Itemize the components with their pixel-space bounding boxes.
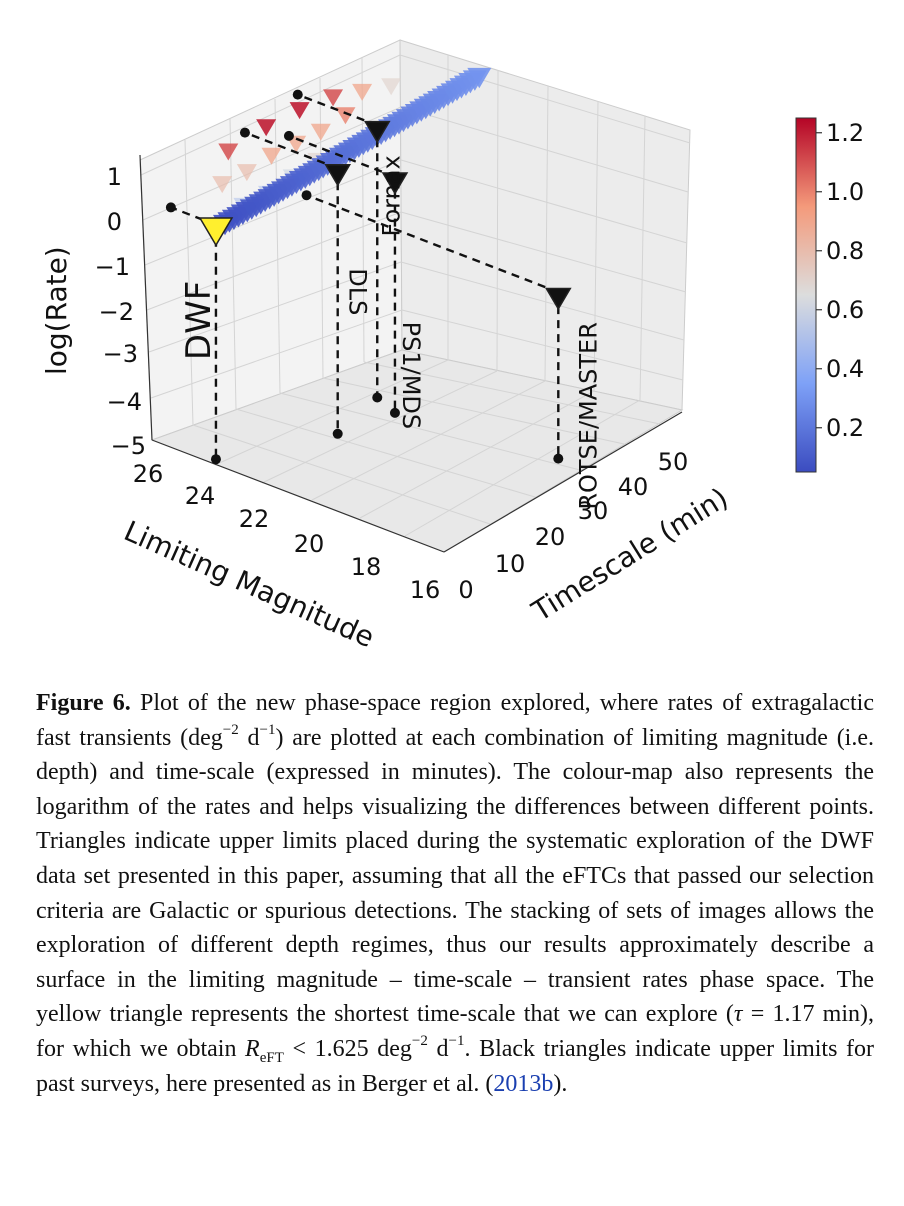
x-axis-label: Limiting Magnitude [119, 514, 379, 654]
colorbar-tick-label: 0.8 [826, 237, 864, 265]
survey-marker-dwf [198, 217, 234, 247]
survey-floor-point [389, 407, 400, 418]
colorbar: 1.2 1.0 0.8 0.6 0.4 0.2 [795, 117, 864, 473]
survey-marker-rotse-master [544, 287, 572, 311]
dwf-limit-marker [381, 78, 402, 96]
survey-label: Fornax [377, 155, 405, 236]
colorbar-tick-label: 0.2 [826, 414, 864, 442]
x-tick-label: 22 [239, 505, 270, 533]
caption-exp: −2 [411, 1032, 428, 1049]
z-tick-label: −5 [111, 432, 146, 460]
survey-markers: DWF DLS PS1/MDS Fornax ROTSE/MASTER [165, 89, 602, 510]
caption-exp: −2 [222, 721, 239, 738]
survey-label: DWF [179, 281, 219, 360]
y-tick-label: 20 [535, 523, 566, 551]
dwf-ribbon [204, 67, 492, 241]
colorbar-tick-label: 1.0 [826, 178, 864, 206]
x-tick-labels: 26 24 22 20 18 16 [133, 460, 441, 604]
caption-text: d [238, 724, 260, 751]
colorbar-tick-label: 0.4 [826, 355, 864, 383]
caption-text: . Black triangles indicate upper limits … [36, 1035, 874, 1097]
dwf-limit-marker [289, 102, 310, 120]
dwf-limit-marker [335, 107, 356, 125]
y-tick-label: 10 [495, 550, 526, 578]
caption-exp: −1 [259, 721, 276, 738]
survey-label: PS1/MDS [397, 322, 425, 429]
dwf-limit-marker [212, 176, 233, 194]
dwf-limit-marker [236, 164, 257, 182]
survey-wall-line [297, 93, 378, 127]
dwf-limit-marker [310, 123, 331, 141]
rate-symbol: R [245, 1035, 260, 1062]
colorbar-tick-label: 1.2 [826, 119, 864, 147]
survey-label: DLS [344, 268, 372, 315]
z-tick-labels: 1 0 −1 −2 −3 −4 −5 [95, 163, 146, 460]
z-tick-label: 1 [107, 163, 122, 191]
phase-space-figure: 1 0 −1 −2 −3 −4 −5 log(Rate) 26 24 22 20… [40, 39, 864, 654]
x-tick-label: 16 [410, 576, 441, 604]
rate-subscript: eFT [259, 1049, 284, 1066]
caption-exp: −1 [448, 1032, 465, 1049]
z-tick-label: −2 [99, 298, 134, 326]
y-tick-labels: 0 10 20 30 40 50 [458, 448, 688, 604]
dwf-limit-marker [256, 119, 277, 137]
y-tick-label: 0 [458, 576, 473, 604]
dwf-limit-marker [218, 143, 239, 161]
x-tick-label: 20 [294, 530, 325, 558]
caption-text: = 1.17 min), for which we obtain [36, 1001, 874, 1062]
y-tick-label: 40 [618, 473, 649, 501]
z-axis-label: log(Rate) [40, 246, 73, 375]
z-tick-label: −1 [95, 253, 130, 281]
survey-floor-point [332, 428, 343, 439]
survey-floor-point [210, 454, 221, 465]
z-tick-label: 0 [107, 208, 122, 236]
survey-wall-point [239, 127, 250, 138]
survey-wall-line [306, 194, 559, 294]
figure-caption: Figure 6. Plot of the new phase-space re… [36, 686, 874, 1101]
caption-text: ) are plotted at each combination of lim… [36, 724, 875, 1028]
figure-label: Figure 6. [36, 690, 131, 716]
survey-wall-point [165, 202, 176, 213]
ribbon-marker [467, 67, 492, 89]
y-tick-label: 30 [578, 497, 609, 525]
caption-text: Plot of the new phase-space region explo… [36, 690, 875, 751]
caption-text: < 1.625 deg [283, 1035, 412, 1062]
survey-wall-point [283, 130, 294, 141]
survey-marker-dls [324, 163, 352, 187]
caption-text: d [427, 1035, 449, 1062]
x-tick-label: 26 [133, 460, 164, 488]
colorbar-gradient [795, 117, 817, 473]
y-axis-label: Timescale (min) [525, 481, 733, 628]
citation-link[interactable]: 2013b [493, 1070, 554, 1097]
survey-label: ROTSE/MASTER [574, 322, 602, 510]
dwf-limit-marker [352, 83, 373, 101]
survey-wall-line [244, 131, 339, 170]
z-tick-label: −4 [107, 388, 142, 416]
survey-wall-point [301, 190, 312, 201]
dwf-limit-marker [261, 147, 282, 165]
survey-floor-point [372, 392, 383, 403]
dwf-limit-marker [323, 89, 344, 107]
axis-lines [139, 154, 683, 553]
survey-marker-ps1-mds [381, 172, 409, 195]
x-tick-label: 18 [351, 553, 382, 581]
survey-wall-point [292, 89, 303, 100]
z-tick-label: −3 [103, 340, 138, 368]
colorbar-tick-label: 0.6 [826, 296, 864, 324]
survey-marker-fornax [363, 120, 391, 144]
y-tick-label: 50 [658, 448, 689, 476]
x-tick-label: 24 [185, 482, 216, 510]
tau-symbol: τ [733, 1001, 743, 1028]
caption-text: ). [553, 1070, 568, 1097]
survey-floor-point [553, 453, 564, 464]
